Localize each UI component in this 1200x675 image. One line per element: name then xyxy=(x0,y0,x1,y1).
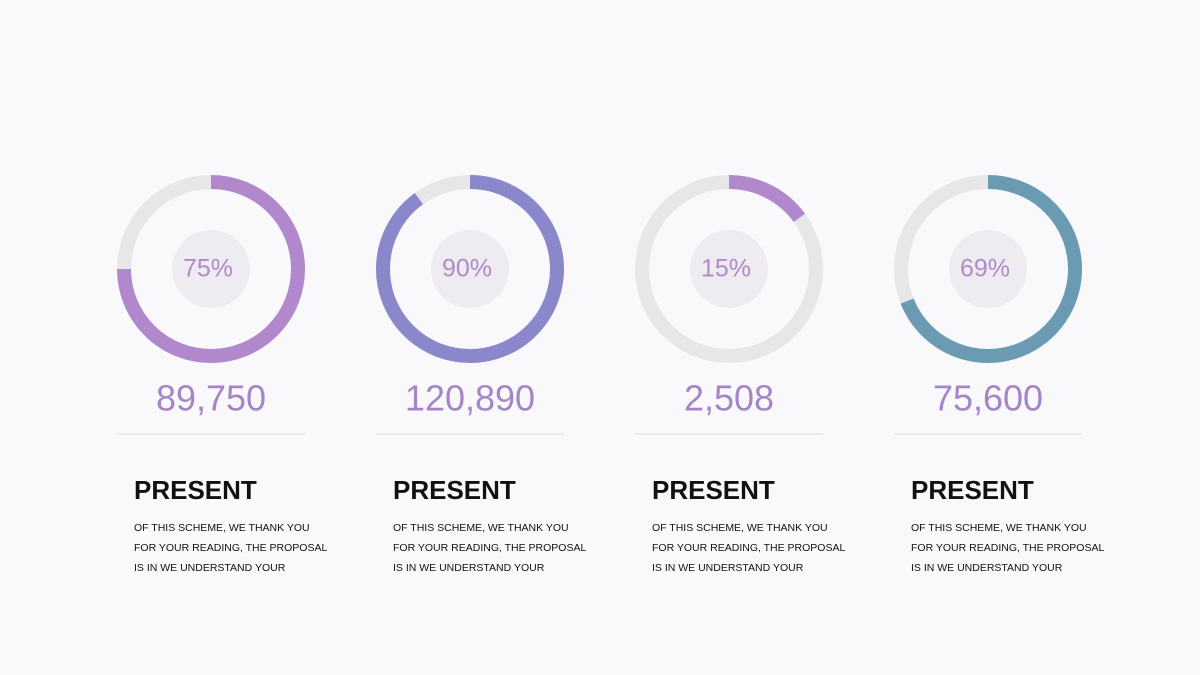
gauge-arc xyxy=(117,175,305,363)
amount: 89,750 xyxy=(156,378,266,419)
body-line: OF THIS SCHEME, WE THANK YOU xyxy=(393,522,569,534)
gauge-center xyxy=(431,230,509,308)
gauge-label: 90% xyxy=(442,255,492,283)
body-line: FOR YOUR READING, THE PROPOSAL xyxy=(134,542,327,554)
heading: PRESENT xyxy=(652,475,775,505)
body-line: OF THIS SCHEME, WE THANK YOU xyxy=(911,522,1087,534)
amount: 120,890 xyxy=(405,378,535,419)
body-line: FOR YOUR READING, THE PROPOSAL xyxy=(393,542,586,554)
body-line: OF THIS SCHEME, WE THANK YOU xyxy=(652,522,828,534)
gauge-arc xyxy=(900,175,1082,363)
gauge-center xyxy=(690,230,768,308)
gauge-center xyxy=(949,230,1027,308)
body-line: FOR YOUR READING, THE PROPOSAL xyxy=(652,542,845,554)
gauge-arc xyxy=(376,175,564,363)
gauge-label: 15% xyxy=(701,255,751,283)
heading: PRESENT xyxy=(911,475,1034,505)
gauge-arc xyxy=(728,175,806,223)
body-line: OF THIS SCHEME, WE THANK YOU xyxy=(134,522,310,534)
gauge-label: 69% xyxy=(960,255,1010,283)
heading: PRESENT xyxy=(134,475,257,505)
gauge-label: 75% xyxy=(183,255,233,283)
gauge-center xyxy=(172,230,250,308)
amount: 2,508 xyxy=(684,378,774,419)
body-line: IS IN WE UNDERSTAND YOUR xyxy=(652,562,804,574)
heading: PRESENT xyxy=(393,475,516,505)
body-line: IS IN WE UNDERSTAND YOUR xyxy=(393,562,545,574)
amount: 75,600 xyxy=(933,378,1043,419)
body-line: FOR YOUR READING, THE PROPOSAL xyxy=(911,542,1104,554)
body-line: IS IN WE UNDERSTAND YOUR xyxy=(134,562,286,574)
body-line: IS IN WE UNDERSTAND YOUR xyxy=(911,562,1063,574)
